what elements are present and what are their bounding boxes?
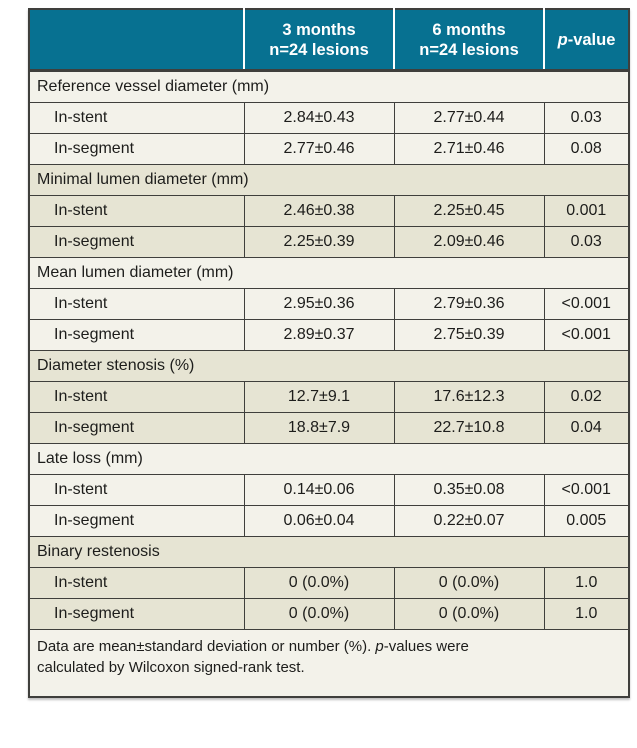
row-label: In-stent	[28, 288, 245, 320]
value-6months: 0.35±0.08	[393, 474, 545, 506]
table-header: 3 months n=24 lesions 6 months n=24 lesi…	[29, 9, 629, 72]
row-label: In-stent	[28, 381, 245, 413]
value-pvalue: 0.001	[543, 195, 630, 227]
table-body: Reference vessel diameter (mm) In-stent 2.…	[28, 70, 630, 630]
section-header-row: Reference vessel diameter (mm)	[28, 70, 630, 103]
col-header-6months-line2: n=24 lesions	[419, 40, 519, 59]
value-pvalue: <0.001	[543, 474, 630, 506]
section-title: Late loss (mm)	[28, 443, 630, 475]
corner-cell	[29, 9, 244, 72]
value-pvalue: 0.08	[543, 133, 630, 165]
table-row: In-stent 2.95±0.36 2.79±0.36 <0.001	[28, 288, 630, 320]
col-header-6months: 6 months n=24 lesions	[393, 9, 544, 72]
table-footer: Data are mean±standard deviation or numb…	[29, 629, 629, 697]
qca-results-table: 3 months n=24 lesions 6 months n=24 lesi…	[28, 8, 630, 698]
footnote-p-italic: p	[375, 638, 384, 655]
value-6months: 22.7±10.8	[393, 412, 545, 444]
value-6months: 2.09±0.46	[393, 226, 545, 258]
row-label: In-stent	[28, 474, 245, 506]
value-3months: 0 (0.0%)	[243, 598, 395, 630]
value-pvalue: 0.04	[543, 412, 630, 444]
section-header-row: Late loss (mm)	[28, 443, 630, 475]
col-header-3months-line1: 3 months	[282, 20, 356, 39]
col-header-6months-line1: 6 months	[432, 20, 506, 39]
pvalue-rest: -value	[567, 30, 616, 49]
table-row: In-segment 0 (0.0%) 0 (0.0%) 1.0	[28, 598, 630, 630]
value-pvalue: <0.001	[543, 288, 630, 320]
col-header-3months: 3 months n=24 lesions	[243, 9, 394, 72]
row-label: In-segment	[28, 412, 245, 444]
row-label: In-stent	[28, 567, 245, 599]
table-row: In-stent 2.46±0.38 2.25±0.45 0.001	[28, 195, 630, 227]
table-row: In-stent 2.84±0.43 2.77±0.44 0.03	[28, 102, 630, 134]
section-title: Binary restenosis	[28, 536, 630, 568]
row-label: In-segment	[28, 226, 245, 258]
section-header-row: Diameter stenosis (%)	[28, 350, 630, 382]
value-3months: 2.25±0.39	[243, 226, 395, 258]
value-6months: 0 (0.0%)	[393, 567, 545, 599]
value-pvalue: 0.03	[543, 102, 630, 134]
footnote-part1: Data are mean±standard deviation or numb…	[37, 638, 376, 655]
value-3months: 18.8±7.9	[243, 412, 395, 444]
row-label: In-segment	[28, 505, 245, 537]
table-row: In-segment 0.06±0.04 0.22±0.07 0.005	[28, 505, 630, 537]
value-6months: 2.71±0.46	[393, 133, 545, 165]
value-3months: 2.95±0.36	[243, 288, 395, 320]
section-header-row: Minimal lumen diameter (mm)	[28, 164, 630, 196]
value-3months: 12.7±9.1	[243, 381, 395, 413]
value-6months: 2.25±0.45	[393, 195, 545, 227]
footnote-cell: Data are mean±standard deviation or numb…	[29, 629, 629, 697]
value-pvalue: 0.02	[543, 381, 630, 413]
value-3months: 0.14±0.06	[243, 474, 395, 506]
p-italic: p	[557, 30, 568, 49]
value-pvalue: <0.001	[543, 319, 630, 351]
value-3months: 2.89±0.37	[243, 319, 395, 351]
footnote-part2: -values were calculated by Wilcoxon sign…	[37, 638, 469, 676]
value-pvalue: 0.005	[543, 505, 630, 537]
value-6months: 2.79±0.36	[393, 288, 545, 320]
row-label: In-stent	[28, 195, 245, 227]
col-header-pvalue: p-value	[543, 9, 629, 72]
value-6months: 0 (0.0%)	[393, 598, 545, 630]
value-3months: 2.46±0.38	[243, 195, 395, 227]
value-6months: 2.77±0.44	[393, 102, 545, 134]
row-label: In-segment	[28, 598, 245, 630]
value-pvalue: 0.03	[543, 226, 630, 258]
table-row: In-segment 2.77±0.46 2.71±0.46 0.08	[28, 133, 630, 165]
section-header-row: Mean lumen diameter (mm)	[28, 257, 630, 289]
row-label: In-segment	[28, 319, 245, 351]
value-pvalue: 1.0	[543, 598, 630, 630]
value-3months: 0 (0.0%)	[243, 567, 395, 599]
section-title: Reference vessel diameter (mm)	[28, 70, 630, 103]
section-header-row: Binary restenosis	[28, 536, 630, 568]
table-row: In-segment 18.8±7.9 22.7±10.8 0.04	[28, 412, 630, 444]
table-row: In-segment 2.25±0.39 2.09±0.46 0.03	[28, 226, 630, 258]
header-row: 3 months n=24 lesions 6 months n=24 lesi…	[29, 9, 629, 72]
table-row: In-stent 0 (0.0%) 0 (0.0%) 1.0	[28, 567, 630, 599]
footnote-row: Data are mean±standard deviation or numb…	[29, 629, 629, 697]
value-3months: 2.84±0.43	[243, 102, 395, 134]
table-row: In-stent 0.14±0.06 0.35±0.08 <0.001	[28, 474, 630, 506]
value-6months: 17.6±12.3	[393, 381, 545, 413]
table-row: In-segment 2.89±0.37 2.75±0.39 <0.001	[28, 319, 630, 351]
section-title: Diameter stenosis (%)	[28, 350, 630, 382]
value-6months: 0.22±0.07	[393, 505, 545, 537]
value-3months: 2.77±0.46	[243, 133, 395, 165]
row-label: In-stent	[28, 102, 245, 134]
value-pvalue: 1.0	[543, 567, 630, 599]
row-label: In-segment	[28, 133, 245, 165]
section-title: Minimal lumen diameter (mm)	[28, 164, 630, 196]
table-row: In-stent 12.7±9.1 17.6±12.3 0.02	[28, 381, 630, 413]
col-header-3months-line2: n=24 lesions	[269, 40, 369, 59]
footnote-text: Data are mean±standard deviation or numb…	[37, 636, 529, 678]
value-6months: 2.75±0.39	[393, 319, 545, 351]
section-title: Mean lumen diameter (mm)	[28, 257, 630, 289]
value-3months: 0.06±0.04	[243, 505, 395, 537]
